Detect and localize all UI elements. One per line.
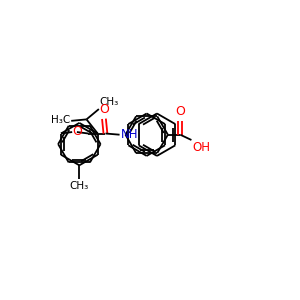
Text: CH₃: CH₃: [100, 97, 119, 107]
Text: H₃C: H₃C: [51, 115, 70, 125]
Text: O: O: [175, 105, 185, 118]
Text: O: O: [99, 103, 109, 116]
Text: O: O: [73, 125, 82, 138]
Text: OH: OH: [192, 141, 210, 154]
Text: NH: NH: [121, 128, 138, 141]
Text: CH₃: CH₃: [70, 181, 89, 190]
